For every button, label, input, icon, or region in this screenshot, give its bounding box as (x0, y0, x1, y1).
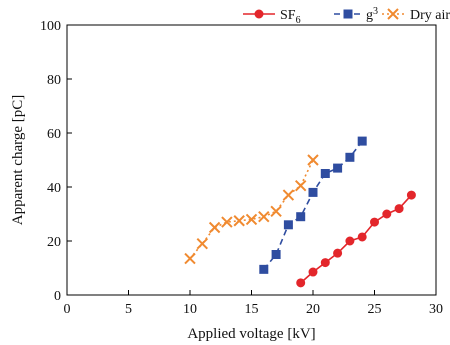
y-tick-label: 80 (47, 73, 61, 88)
series-2 (184, 154, 319, 265)
data-point (357, 232, 367, 242)
data-point (208, 221, 221, 234)
data-point (245, 213, 258, 226)
data-point (394, 204, 404, 214)
data-point (271, 250, 281, 259)
data-point (345, 236, 355, 246)
data-point (296, 212, 306, 222)
data-point (282, 189, 295, 201)
legend-label-main: SF (280, 8, 296, 23)
x-tick-label: 10 (183, 302, 197, 317)
data-point (382, 209, 392, 219)
data-point (406, 190, 416, 200)
series-line (300, 194, 412, 284)
legend-label-superscript: 3 (373, 6, 378, 17)
legend-label-subscript: 6 (296, 15, 301, 26)
data-point (320, 258, 330, 268)
data-point (294, 179, 307, 192)
legend-marker (387, 8, 399, 20)
legend-label: SF6 (280, 8, 301, 26)
y-tick-label: 40 (47, 181, 61, 196)
y-axis-title: Apparent charge [pC] (10, 95, 26, 226)
x-tick-label: 15 (245, 302, 259, 317)
data-point (196, 237, 209, 250)
series-layer (184, 136, 416, 288)
data-point (308, 267, 318, 277)
x-tick-label: 0 (64, 302, 71, 317)
x-axis-title: Applied voltage [kV] (187, 326, 315, 342)
series-1 (259, 136, 367, 274)
data-point (370, 217, 379, 227)
legend-marker (254, 9, 264, 19)
axes (66, 24, 437, 296)
y-tick-label: 0 (54, 289, 61, 304)
data-point (345, 152, 355, 162)
data-point (258, 210, 270, 223)
data-point (283, 220, 293, 230)
legend-label: g3 (366, 6, 378, 23)
x-tick-label: 30 (429, 302, 443, 317)
legend: SF6 g3 Dry air (243, 6, 450, 26)
legend-label-main: g (366, 8, 373, 23)
data-point (333, 163, 343, 173)
data-point (296, 278, 306, 288)
x-tick-label: 25 (368, 302, 382, 317)
legend-label: Dry air (410, 8, 450, 23)
data-point (320, 169, 330, 178)
legend-label-main: Dry air (410, 8, 450, 23)
x-tick-label: 5 (125, 302, 132, 317)
data-point (308, 187, 318, 197)
data-point (221, 216, 233, 228)
y-tick-label: 60 (47, 127, 61, 142)
y-tick-label: 100 (40, 19, 61, 34)
data-point (307, 154, 319, 166)
legend-marker (343, 9, 353, 19)
data-point (184, 252, 196, 265)
data-point (233, 215, 245, 227)
ticks: 0 5 10 15 20 25 30 0 20 40 60 80 100 (40, 19, 443, 317)
y-tick-label: 20 (47, 235, 61, 250)
x-tick-label: 20 (306, 302, 320, 317)
series-0 (296, 190, 416, 288)
data-point (357, 136, 367, 146)
data-point (270, 205, 282, 218)
data-point (259, 264, 269, 274)
plot-frame (66, 24, 437, 296)
series-line (189, 159, 314, 260)
data-point (333, 248, 343, 258)
